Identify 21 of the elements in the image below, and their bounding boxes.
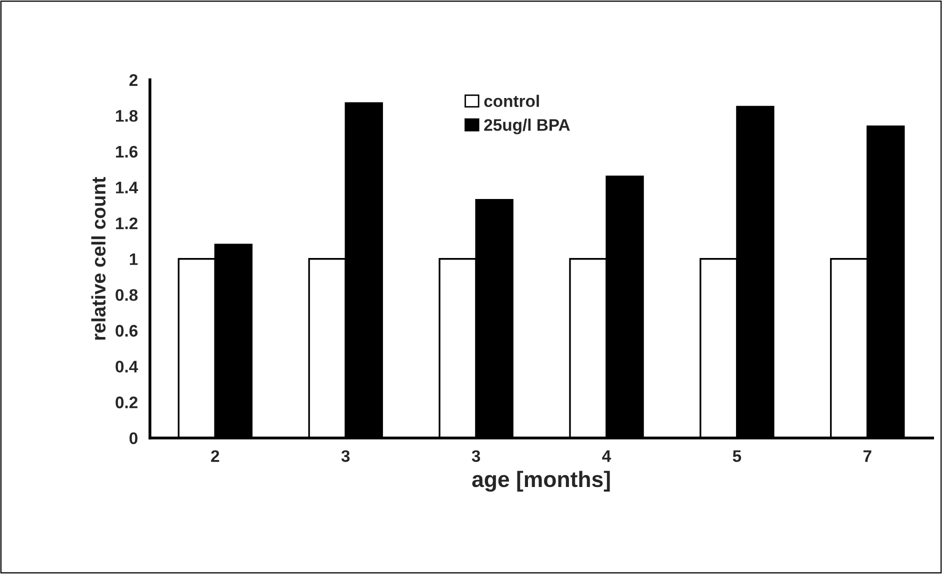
y-tick-label: 1.6 (116, 146, 138, 158)
x-tick-label: 5 (732, 450, 742, 462)
x-tick-label: 3 (472, 450, 480, 462)
x-tick-label: 3 (341, 450, 350, 462)
y-axis-title: relative cell count (91, 176, 106, 340)
y-tick-label: 0.6 (116, 324, 138, 337)
y-tick-label: 1.4 (116, 182, 138, 194)
legend-label: 25ug/l BPA (484, 118, 570, 134)
y-tick-label: 1 (130, 253, 138, 265)
y-tick-label: 1.2 (116, 217, 138, 230)
x-tick-label: 7 (863, 450, 872, 462)
x-tick-label: 2 (211, 450, 220, 462)
y-tick-label: 0.4 (116, 360, 138, 373)
y-tick-label: 1.8 (116, 110, 138, 122)
legend-label: control (484, 94, 539, 108)
y-tick-label: 0.2 (116, 396, 138, 408)
y-tick-label: 0.8 (116, 289, 138, 301)
x-tick-label: 4 (602, 450, 612, 462)
x-axis-title: age [months] (472, 470, 610, 492)
y-tick-label: 0 (130, 432, 138, 444)
y-tick-label: 2 (129, 74, 138, 86)
